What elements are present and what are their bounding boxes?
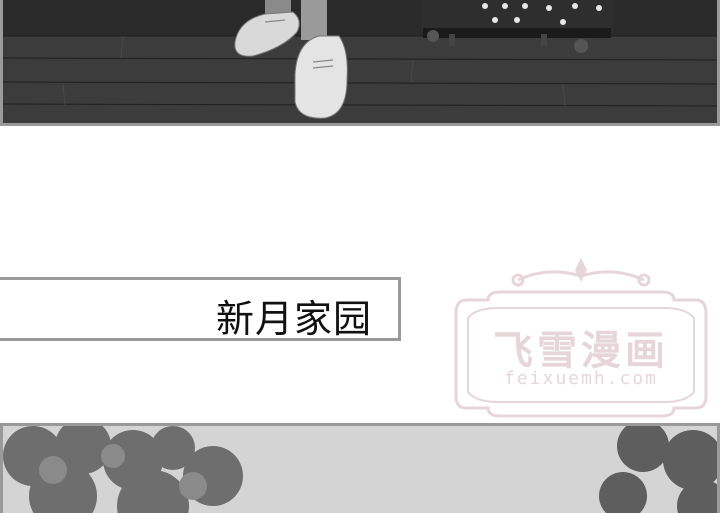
panel-art-trees xyxy=(3,426,717,513)
panel-art-shoes xyxy=(3,0,717,123)
watermark-title: 飞雪漫画 xyxy=(493,328,669,374)
watermark-url: feixuemh.com xyxy=(503,368,659,389)
caption-box: 新月家园 xyxy=(0,277,401,341)
caption-text: 新月家园 xyxy=(215,297,372,341)
comic-panel-bottom xyxy=(0,423,720,513)
comic-panel-top xyxy=(0,0,720,126)
